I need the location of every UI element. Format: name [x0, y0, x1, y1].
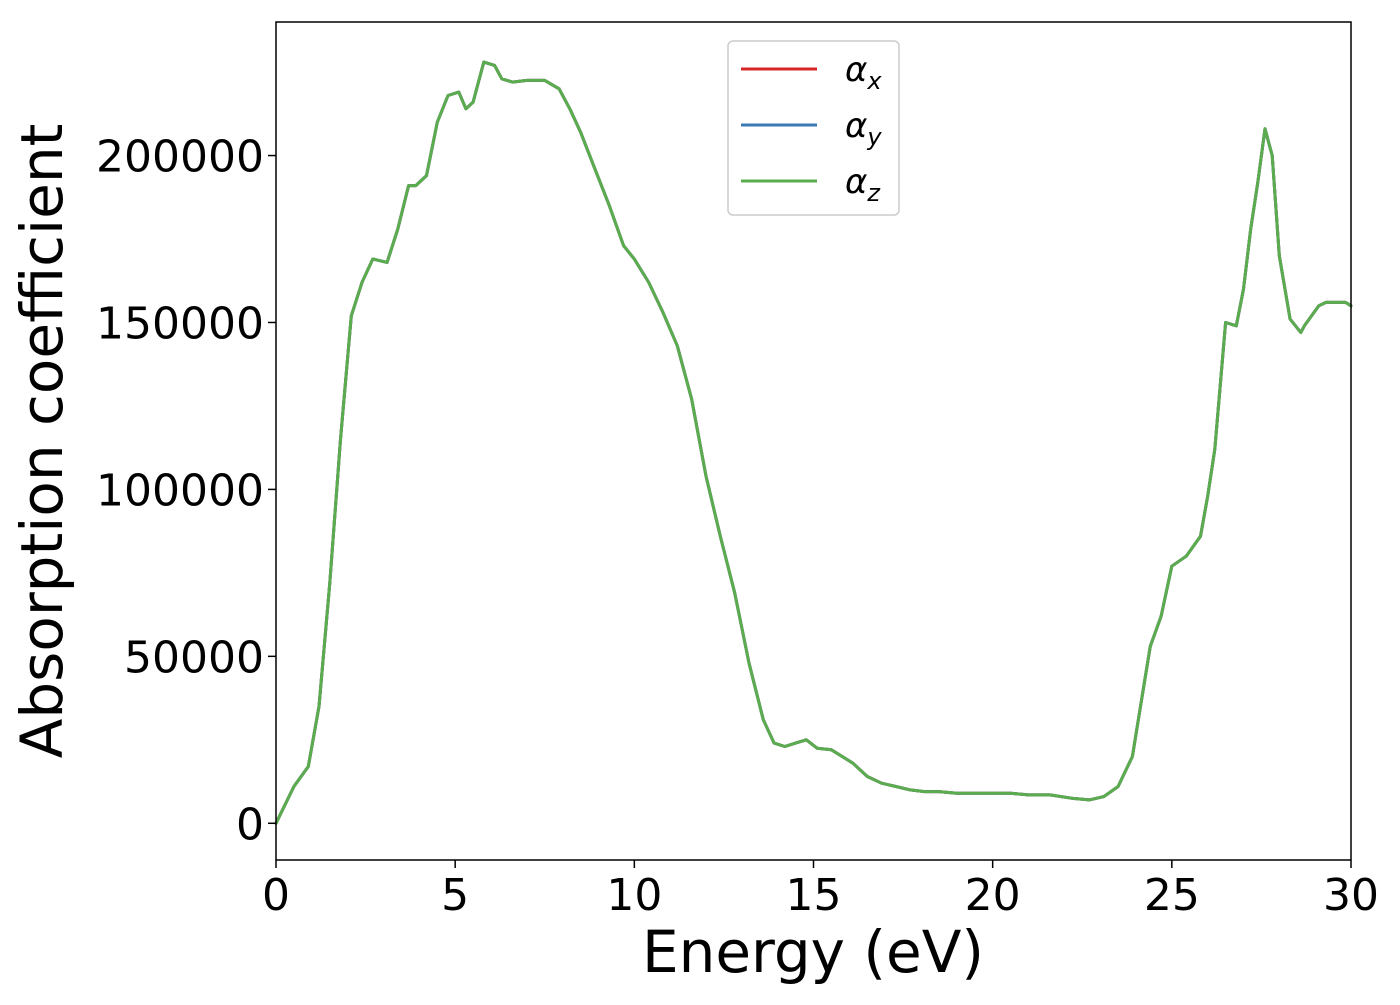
x-tick-label: 25 [1144, 870, 1200, 921]
legend-label-y: αy [845, 106, 882, 151]
x-axis-ticks: 0 5 10 15 20 25 30 [262, 860, 1379, 921]
y-axis-ticks: 0 50000 100000 150000 200000 [96, 132, 276, 850]
legend-entries: αx αy αz [741, 50, 882, 207]
y-tick-label: 50000 [124, 632, 264, 683]
y-axis-label: Absorption coefficient [8, 124, 76, 759]
series-layer [274, 60, 1353, 825]
x-tick-label: 5 [441, 870, 469, 921]
y-tick-label: 0 [236, 799, 264, 850]
x-tick-label: 15 [786, 870, 842, 921]
legend-label-x: αx [845, 50, 882, 95]
legend-label-z: αz [845, 162, 881, 207]
x-tick-label: 0 [262, 870, 290, 921]
x-tick-label: 30 [1323, 870, 1379, 921]
y-tick-label: 150000 [96, 298, 264, 349]
x-axis-label: Energy (eV) [642, 918, 984, 986]
x-tick-label: 10 [606, 870, 662, 921]
legend: αx αy αz [727, 40, 900, 216]
x-tick-label: 20 [965, 870, 1021, 921]
y-tick-label: 100000 [96, 465, 264, 516]
y-tick-label: 200000 [96, 132, 264, 183]
series-line-z [274, 60, 1353, 825]
legend-box [727, 40, 900, 216]
